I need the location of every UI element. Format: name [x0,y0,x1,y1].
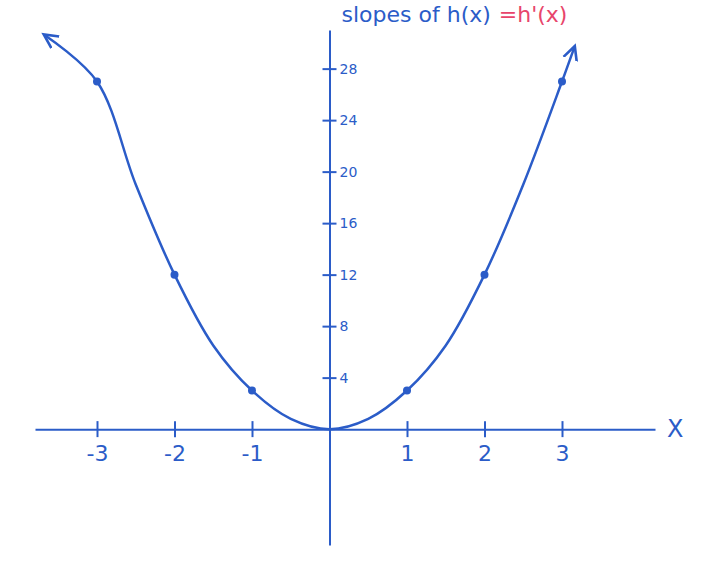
y-tick-label: 24 [340,112,358,128]
y-tick: 12 [323,267,358,283]
point [403,387,411,395]
y-tick-label: 28 [340,61,358,77]
y-tick-mark [323,223,337,225]
y-tick-label: 16 [340,215,358,231]
y-tick-label: 12 [340,267,358,283]
x-tick: -2 [164,421,186,466]
y-tick: 24 [323,112,358,128]
x-tick: 2 [478,421,492,466]
x-tick-mark [484,421,486,437]
x-tick-mark [407,421,409,437]
point [248,387,256,395]
x-tick: 3 [556,421,570,466]
y-axis: 4 8 12 16 20 24 28 [323,31,358,546]
x-tick-label: -1 [242,441,264,466]
y-tick: 4 [323,370,349,386]
plot-area [47,36,574,429]
y-tick: 16 [323,215,358,231]
curve [47,36,574,429]
x-tick: 1 [401,421,415,466]
x-tick-label: 2 [478,441,492,466]
y-tick-mark [323,274,337,276]
x-tick-label: 3 [556,441,570,466]
y-tick: 20 [323,164,358,180]
y-tick-label: 20 [340,164,358,180]
y-tick-mark [323,171,337,173]
y-tick-mark [323,120,337,122]
title: slopes of h(x) [342,2,491,27]
y-tick-label: 4 [340,370,349,386]
x-tick-mark [562,421,564,437]
x-tick-mark [174,421,176,437]
x-tick: -3 [87,421,109,466]
x-tick-label: 1 [401,441,415,466]
y-tick-mark [323,326,337,328]
point [481,271,489,279]
x-tick-label: -2 [164,441,186,466]
y-tick: 8 [323,318,349,334]
y-tick-mark [323,68,337,70]
y-axis-line [329,31,331,546]
point [558,78,566,86]
y-tick-label: 8 [340,318,349,334]
annotation: =h'(x) [499,2,568,27]
x-tick-label: -3 [87,441,109,466]
y-tick-mark [323,377,337,379]
x-tick-mark [97,421,99,437]
x-tick-mark [252,421,254,437]
y-tick: 28 [323,61,358,77]
x-axis-title: X [667,415,683,443]
x-tick: -1 [242,421,264,466]
point [93,78,101,86]
point [171,271,179,279]
